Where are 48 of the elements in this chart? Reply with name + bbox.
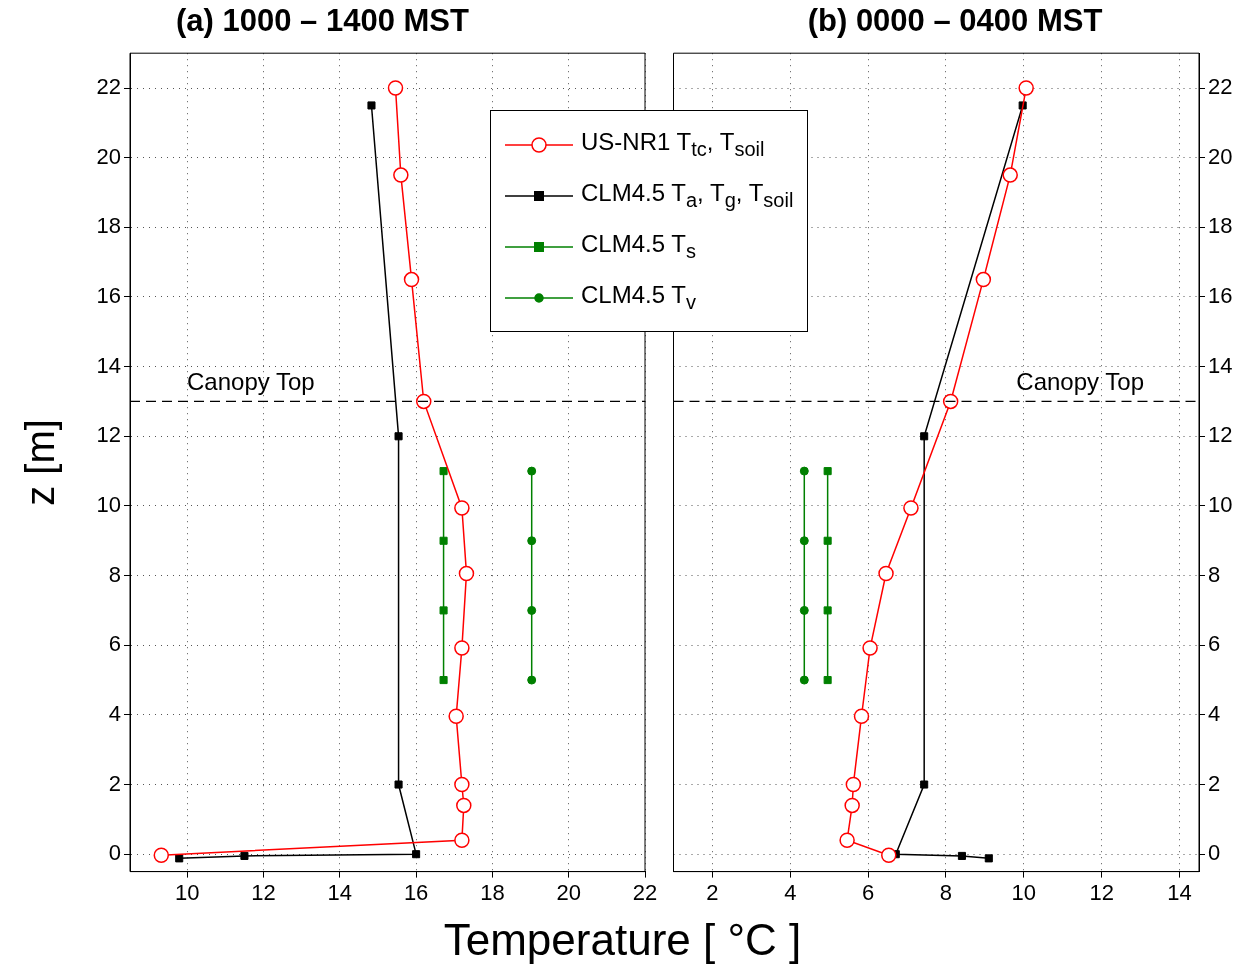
y-tick-label: 4 bbox=[1208, 700, 1221, 726]
x-tick-label: 10 bbox=[1011, 879, 1037, 905]
x-axis-title: Temperature [ °C ] bbox=[442, 915, 803, 965]
chart-title: (b) 0000 – 0400 MST bbox=[807, 3, 1103, 39]
x-tick-label: 6 bbox=[862, 879, 875, 905]
x-tick-label: 20 bbox=[556, 879, 581, 905]
x-tick-label: 16 bbox=[403, 879, 429, 905]
x-tick-label: 2 bbox=[706, 879, 719, 905]
y-tick-label: 22 bbox=[1208, 74, 1233, 100]
legend-label: CLM4.5 T$_{a}$, T$_{g}$, T$_{soil}$ bbox=[581, 179, 794, 213]
y-tick-label: 0 bbox=[108, 840, 121, 866]
y-tick-label: 0 bbox=[1208, 840, 1221, 866]
x-tick-label: 10 bbox=[174, 879, 200, 905]
y-tick-label: 12 bbox=[1208, 422, 1233, 448]
legend-label: CLM4.5 T$_{v}$ bbox=[581, 281, 696, 315]
x-tick-label: 14 bbox=[1167, 879, 1192, 905]
y-tick-label: 14 bbox=[1208, 352, 1233, 378]
y-tick-label: 6 bbox=[108, 631, 121, 657]
y-tick-label: 20 bbox=[1208, 143, 1233, 169]
y-tick-label: 18 bbox=[1208, 213, 1233, 239]
ref-line-label: Canopy Top bbox=[1016, 368, 1144, 396]
y-tick-label: 4 bbox=[108, 700, 121, 726]
y-axis-title: z [m] bbox=[17, 418, 63, 508]
x-tick-label: 12 bbox=[251, 879, 276, 905]
x-tick-label: 12 bbox=[1089, 879, 1114, 905]
y-tick-label: 10 bbox=[1208, 491, 1233, 517]
y-tick-label: 8 bbox=[1208, 561, 1221, 587]
y-tick-label: 12 bbox=[96, 422, 121, 448]
y-tick-label: 16 bbox=[96, 283, 121, 309]
y-tick-label: 16 bbox=[1208, 283, 1233, 309]
y-tick-label: 18 bbox=[96, 213, 121, 239]
chart-title: (a) 1000 – 1400 MST bbox=[176, 3, 470, 39]
y-tick-label: 14 bbox=[96, 352, 121, 378]
x-tick-label: 4 bbox=[784, 879, 797, 905]
y-tick-label: 2 bbox=[108, 770, 121, 796]
x-tick-label: 22 bbox=[632, 879, 658, 905]
y-tick-label: 8 bbox=[108, 561, 121, 587]
x-tick-label: 8 bbox=[939, 879, 953, 905]
legend-label: US-NR1 T$_{tc}$, T$_{soil}$ bbox=[581, 128, 765, 162]
y-tick-label: 22 bbox=[96, 74, 121, 100]
legend-label: CLM4.5 T$_{s}$ bbox=[581, 230, 696, 264]
y-tick-label: 2 bbox=[1208, 770, 1221, 796]
x-tick-label: 18 bbox=[480, 879, 505, 905]
y-tick-label: 20 bbox=[96, 143, 121, 169]
ref-line-label: Canopy Top bbox=[187, 368, 315, 396]
y-tick-label: 6 bbox=[1208, 631, 1221, 657]
y-tick-label: 10 bbox=[96, 491, 121, 517]
x-tick-label: 14 bbox=[327, 879, 353, 905]
